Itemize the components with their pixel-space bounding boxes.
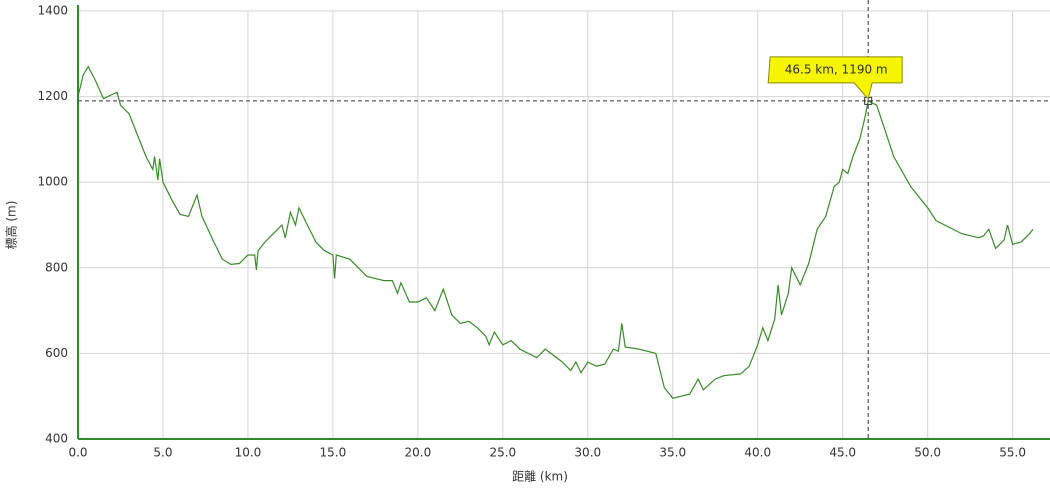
y-tick-label: 1000: [37, 175, 68, 189]
callout-box: [767, 56, 903, 100]
x-tick-label: 50.0: [914, 446, 941, 460]
y-tick-label: 1400: [37, 4, 68, 18]
y-tick-label: 800: [45, 260, 68, 274]
x-tick-label: 45.0: [829, 446, 856, 460]
elevation-line: [77, 65, 1034, 399]
x-tick-label: 20.0: [405, 446, 432, 460]
y-tick-label: 1200: [37, 89, 68, 103]
y-tick-label: 400: [45, 432, 68, 446]
callout-label: 46.5 km, 1190 m: [785, 62, 888, 76]
x-tick-label: 0.0: [68, 446, 87, 460]
x-tick-label: 25.0: [489, 446, 516, 460]
x-tick-label: 30.0: [574, 446, 601, 460]
y-axis-title: 標高 (m): [4, 201, 19, 250]
y-tick-label: 600: [45, 346, 68, 360]
x-tick-label: 55.0: [999, 446, 1026, 460]
x-tick-label: 40.0: [744, 446, 771, 460]
x-tick-label: 5.0: [153, 446, 172, 460]
x-axis-title: 距離 (km): [512, 470, 568, 484]
x-tick-label: 35.0: [659, 446, 686, 460]
x-tick-label: 10.0: [235, 446, 262, 460]
x-tick-label: 15.0: [320, 446, 347, 460]
